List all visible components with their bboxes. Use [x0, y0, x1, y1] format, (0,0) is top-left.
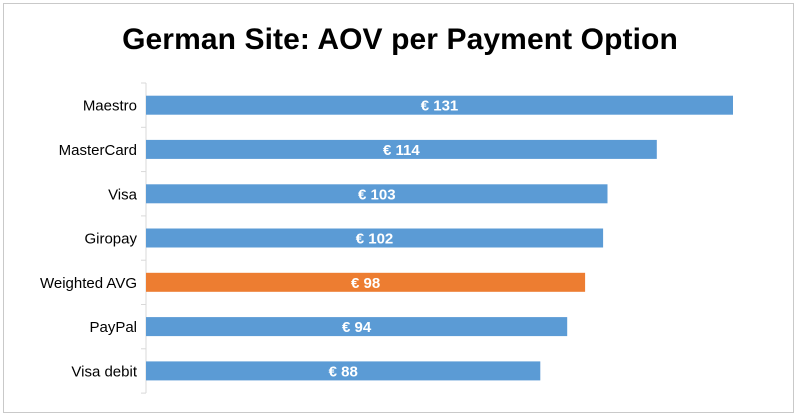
bar-visa [146, 184, 608, 204]
bar-paypal [146, 317, 568, 337]
value-labels-group: € 131 € 114 € 103 € 102 € 98 € 94 € 88 [329, 98, 459, 381]
category-label-visa-debit: Visa debit [71, 363, 137, 380]
bar-weighted-avg [146, 272, 586, 292]
category-label-weighted-avg: Weighted AVG [40, 275, 137, 292]
bar-giropay [146, 228, 604, 248]
data-label-mastercard: € 114 [383, 142, 420, 159]
bar-mastercard [146, 139, 657, 159]
data-label-visa: € 103 [358, 186, 396, 203]
bar-visa-debit [146, 361, 541, 381]
data-label-weighted-avg: € 98 [351, 275, 380, 292]
bar-maestro [146, 95, 733, 115]
chart-frame [3, 3, 794, 413]
data-label-paypal: € 94 [342, 319, 372, 336]
category-label-paypal: PayPal [89, 319, 137, 336]
data-label-maestro: € 131 [421, 98, 459, 115]
chart-title: German Site: AOV per Payment Option [122, 23, 678, 56]
category-label-mastercard: MasterCard [59, 142, 137, 159]
category-axis-ticks [141, 82, 146, 394]
category-label-giropay: Giropay [84, 231, 137, 248]
category-label-maestro: Maestro [83, 98, 137, 115]
data-label-visa-debit: € 88 [329, 363, 358, 380]
bars-group [146, 95, 733, 381]
data-label-giropay: € 102 [356, 231, 394, 248]
category-labels-group: Maestro MasterCard Visa Giropay Weighted AVG… [40, 98, 138, 381]
category-label-visa: Visa [108, 186, 138, 203]
